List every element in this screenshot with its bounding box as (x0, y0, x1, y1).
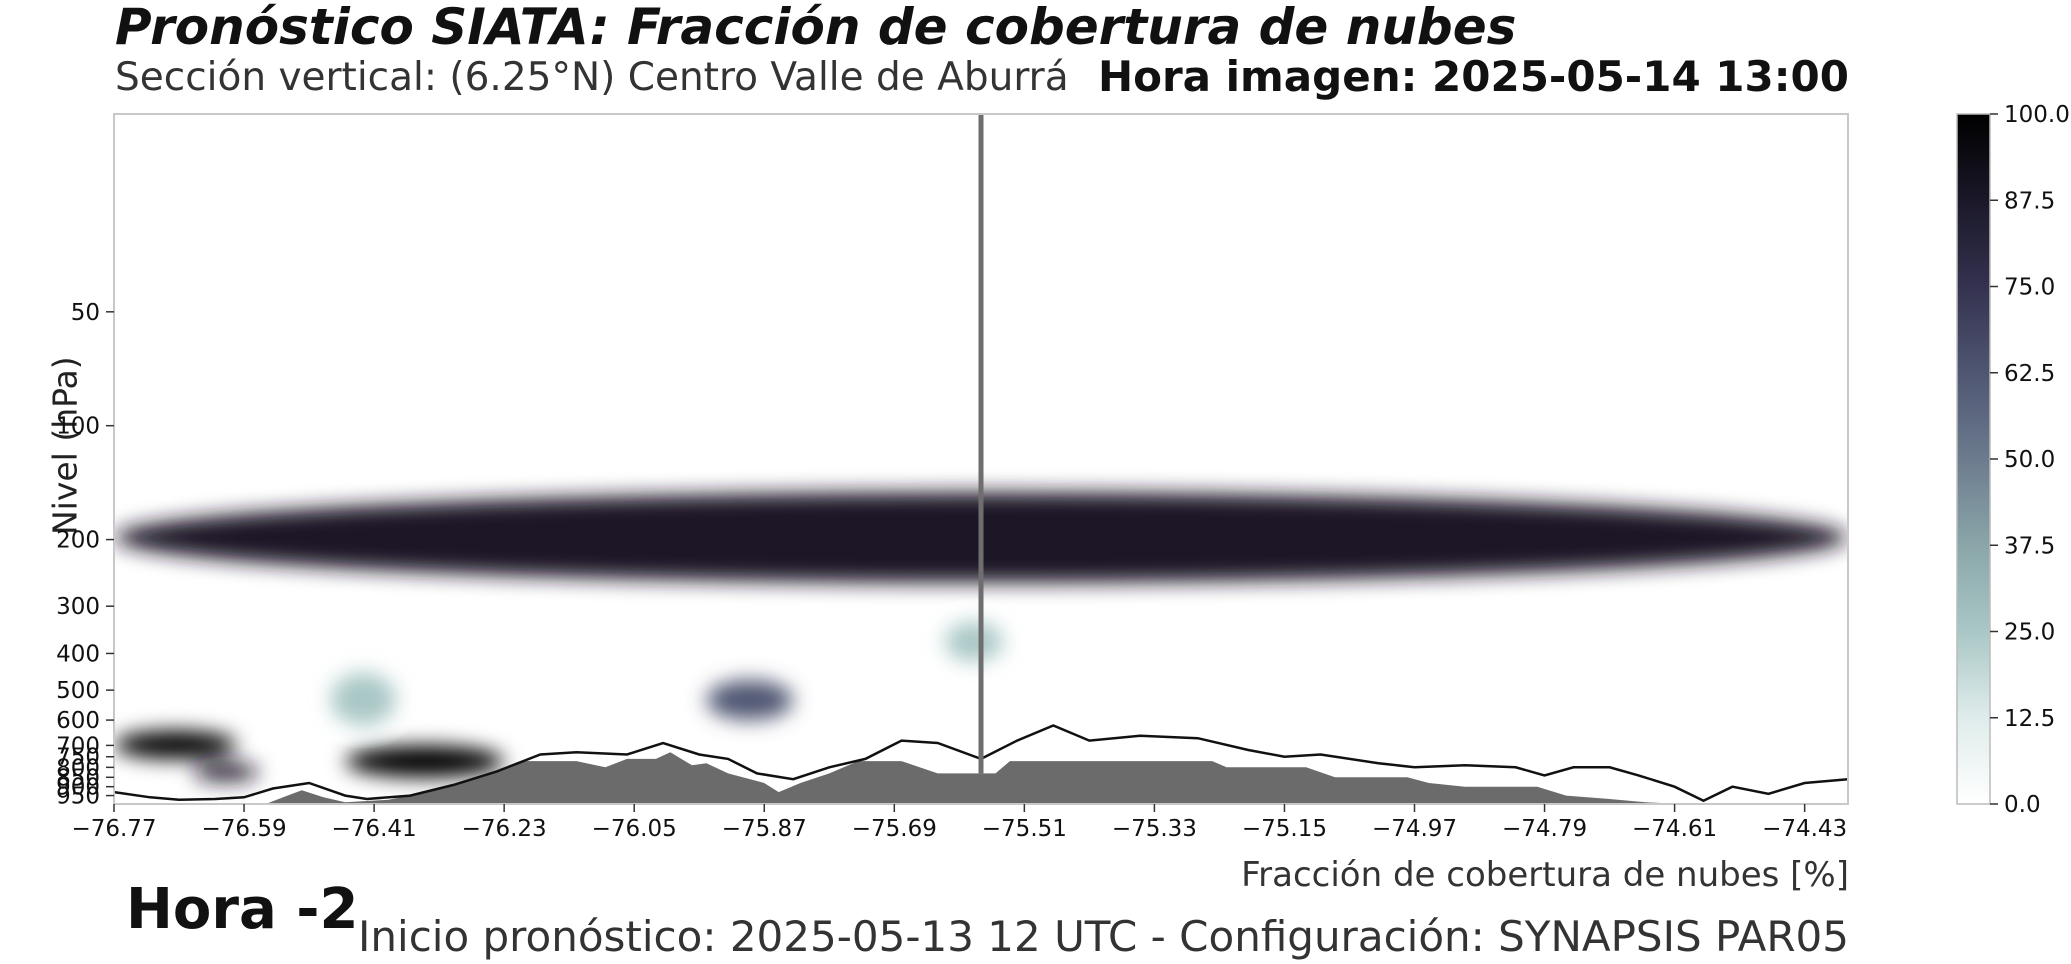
y-tick-label: 50 (71, 300, 100, 326)
y-tick-label: 500 (56, 678, 100, 704)
cloud-region (345, 745, 505, 778)
y-tick-label: 950 (56, 784, 100, 810)
x-tick-label: −75.33 (1112, 816, 1197, 842)
colorbar-tick-label: 37.5 (2004, 533, 2055, 559)
y-tick-label: 600 (56, 708, 100, 734)
cloud-region (706, 679, 794, 721)
x-tick-label: −74.43 (1762, 816, 1847, 842)
colorbar (1956, 113, 1991, 805)
terrain-area (114, 752, 1848, 804)
plot-frame (113, 113, 1849, 805)
colorbar-tick-label: 100.0 (2004, 102, 2070, 128)
y-tick-label: 200 (56, 528, 100, 554)
y-tick-label: 800 (56, 755, 100, 781)
y-tick-label: 400 (56, 641, 100, 667)
colorbar-tick-label: 25.0 (2004, 620, 2055, 646)
boundary-layer-line (114, 724, 1848, 803)
y-tick-label: 750 (56, 745, 100, 771)
cloud-region (330, 672, 396, 726)
chart-subtitle: Sección vertical: (6.25°N) Centro Valle … (115, 55, 1069, 100)
x-axis-label: Fracción de cobertura de nubes [%] (1241, 855, 1849, 895)
x-tick-label: −75.15 (1242, 816, 1327, 842)
x-tick-label: −75.51 (982, 816, 1067, 842)
x-tick-label: −74.97 (1372, 816, 1457, 842)
x-tick-label: −75.87 (722, 816, 807, 842)
y-tick-label: 700 (56, 733, 100, 759)
x-tick-label: −76.23 (462, 816, 547, 842)
cloud-region (193, 763, 259, 782)
frame-time-label: Hora imagen: 2025-05-14 13:00 (1097, 52, 1849, 101)
x-tick-label: −76.77 (71, 816, 156, 842)
y-tick-label: 900 (56, 775, 100, 801)
forecast-hour-label: Hora -2 (126, 877, 359, 942)
colorbar-tick-label: 12.5 (2004, 706, 2055, 732)
colorbar-tick-label: 0.0 (2004, 792, 2041, 818)
cloud-region (114, 730, 237, 759)
y-tick-label: 300 (56, 594, 100, 620)
x-tick-label: −76.59 (201, 816, 286, 842)
colorbar-tick-label: 87.5 (2004, 188, 2055, 214)
y-tick-label: 850 (56, 765, 100, 791)
chart-title: Pronóstico SIATA: Fracción de cobertura … (115, 0, 1517, 56)
cloud-region (944, 621, 1003, 662)
x-tick-label: −75.69 (852, 816, 937, 842)
colorbar-tick-label: 75.0 (2004, 275, 2055, 301)
x-axis-ticks: −76.77 −76.59 −76.41 −76.23 −76.05 −75.87 −75.… (71, 804, 1847, 842)
y-tick-label: 100 (56, 414, 100, 440)
x-tick-label: −76.41 (332, 816, 417, 842)
forecast-run-info: Inicio pronóstico: 2025-05-13 12 UTC - C… (358, 912, 1849, 961)
x-tick-label: −74.61 (1632, 816, 1717, 842)
x-tick-label: −76.05 (592, 816, 677, 842)
x-tick-label: −74.79 (1502, 816, 1587, 842)
colorbar-tick-label: 50.0 (2004, 447, 2055, 473)
colorbar-tick-label: 62.5 (2004, 361, 2055, 387)
colorbar-ticks: 0.0 12.5 25.0 37.5 50.0 62.5 75.0 87.5 100.0 (1990, 102, 2070, 818)
